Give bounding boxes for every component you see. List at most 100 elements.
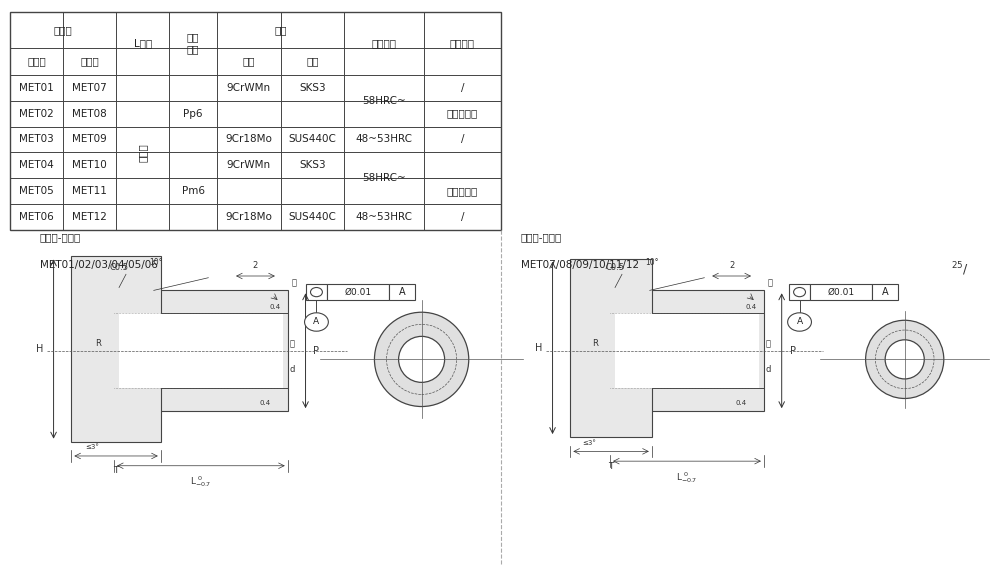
Text: 带肩型-薄壁型: 带肩型-薄壁型 — [521, 233, 562, 243]
Text: 选择型: 选择型 — [138, 143, 148, 162]
Text: 表面处理: 表面处理 — [450, 38, 475, 48]
Bar — [615, 313, 759, 388]
Bar — [10, 204, 501, 230]
Text: T: T — [608, 462, 614, 471]
Bar — [306, 284, 327, 300]
Text: MET03: MET03 — [19, 135, 54, 144]
Bar — [389, 284, 415, 300]
Text: 无电解镀镍: 无电解镀镍 — [446, 109, 478, 118]
Text: MET07: MET07 — [72, 83, 107, 93]
Text: 10°: 10° — [645, 258, 659, 267]
Text: R: R — [95, 339, 101, 348]
Text: P: P — [313, 346, 319, 356]
Text: A: A — [313, 317, 319, 327]
Text: H: H — [536, 343, 543, 353]
Text: MET04: MET04 — [19, 160, 54, 170]
Text: R: R — [592, 339, 598, 348]
Text: 2: 2 — [253, 261, 258, 270]
Text: 带肩型: 带肩型 — [54, 25, 72, 34]
Bar — [10, 101, 501, 126]
Ellipse shape — [399, 336, 444, 382]
Text: L$^{\ 0}_{-0.7}$: L$^{\ 0}_{-0.7}$ — [190, 474, 211, 489]
Text: 9Cr18Mo: 9Cr18Mo — [225, 135, 272, 144]
Text: 材质: 材质 — [275, 25, 287, 34]
Bar — [71, 256, 161, 442]
Text: MET01/02/03/04/05/06: MET01/02/03/04/05/06 — [40, 260, 158, 270]
Text: MET05: MET05 — [19, 186, 54, 196]
Text: 相当: 相当 — [307, 56, 318, 66]
Text: SKS3: SKS3 — [300, 160, 325, 170]
Text: MET01: MET01 — [19, 83, 54, 93]
Bar — [10, 12, 501, 230]
Text: MET12: MET12 — [72, 212, 107, 222]
Text: SUS440C: SUS440C — [289, 212, 336, 222]
Text: MET09: MET09 — [72, 135, 107, 144]
Text: 磨: 磨 — [766, 339, 771, 348]
Text: MET02: MET02 — [19, 109, 54, 118]
Text: A: A — [797, 317, 803, 327]
Text: 0.4: 0.4 — [269, 304, 281, 309]
Bar — [119, 313, 283, 388]
Text: 2: 2 — [729, 261, 734, 270]
Text: 9CrWMn: 9CrWMn — [227, 160, 271, 170]
Text: MET08: MET08 — [72, 109, 107, 118]
Text: SKS3: SKS3 — [300, 83, 325, 93]
Ellipse shape — [788, 313, 811, 331]
Text: C0.5: C0.5 — [605, 263, 624, 272]
Bar — [872, 284, 898, 300]
Text: T: T — [113, 466, 119, 476]
Text: MET11: MET11 — [72, 186, 107, 196]
Text: 淬火硬度: 淬火硬度 — [372, 38, 397, 48]
Text: /: / — [460, 212, 464, 222]
Text: 薄壁型: 薄壁型 — [80, 56, 99, 66]
Text: MET06: MET06 — [19, 212, 54, 222]
Text: L$^{\ 0}_{-0.7}$: L$^{\ 0}_{-0.7}$ — [677, 470, 697, 485]
Text: 9Cr18Mo: 9Cr18Mo — [225, 212, 272, 222]
Text: 0.4: 0.4 — [259, 400, 271, 406]
Text: H: H — [37, 344, 44, 354]
Text: /: / — [460, 135, 464, 144]
Text: 公差
等级: 公差 等级 — [186, 32, 199, 54]
Text: Pp6: Pp6 — [184, 109, 202, 118]
Text: 0.4: 0.4 — [735, 400, 747, 406]
Text: 国标: 国标 — [243, 56, 255, 66]
Text: 无电解镀镍: 无电解镀镍 — [446, 186, 478, 196]
Text: MET10: MET10 — [72, 160, 107, 170]
Ellipse shape — [305, 313, 328, 331]
Text: d: d — [290, 365, 295, 374]
Ellipse shape — [866, 320, 943, 398]
Text: C0.5: C0.5 — [109, 263, 128, 272]
Text: Pm6: Pm6 — [182, 186, 204, 196]
Text: 磨: 磨 — [292, 278, 297, 288]
Text: $^{25}$/: $^{25}$/ — [951, 260, 969, 278]
Text: 0.4: 0.4 — [745, 304, 757, 309]
Text: MET07/08/09/10/11/12: MET07/08/09/10/11/12 — [521, 260, 639, 270]
Text: ≤3°: ≤3° — [84, 444, 98, 450]
Text: Ø0.01: Ø0.01 — [344, 288, 372, 297]
Bar — [570, 259, 652, 437]
Text: d: d — [766, 365, 771, 374]
Text: 48~53HRC: 48~53HRC — [356, 212, 413, 222]
Text: 磨: 磨 — [768, 278, 773, 288]
Text: 58HRC~: 58HRC~ — [362, 95, 406, 106]
Text: 9CrWMn: 9CrWMn — [227, 83, 271, 93]
Text: 标准型: 标准型 — [27, 56, 46, 66]
Bar — [610, 290, 764, 411]
Bar — [789, 284, 810, 300]
Text: P: P — [790, 346, 796, 356]
Bar — [114, 290, 288, 411]
Text: A: A — [882, 287, 888, 297]
Text: L尺寸: L尺寸 — [134, 38, 152, 48]
Text: 10°: 10° — [149, 258, 163, 267]
Ellipse shape — [885, 340, 925, 379]
Bar — [810, 284, 872, 300]
Text: SUS440C: SUS440C — [289, 135, 336, 144]
Bar — [10, 152, 501, 178]
Ellipse shape — [374, 312, 469, 407]
Text: ≤3°: ≤3° — [582, 440, 596, 446]
Text: 58HRC~: 58HRC~ — [362, 173, 406, 183]
Bar — [327, 284, 389, 300]
Text: Ø0.01: Ø0.01 — [827, 288, 855, 297]
Text: 48~53HRC: 48~53HRC — [356, 135, 413, 144]
Text: /: / — [460, 83, 464, 93]
